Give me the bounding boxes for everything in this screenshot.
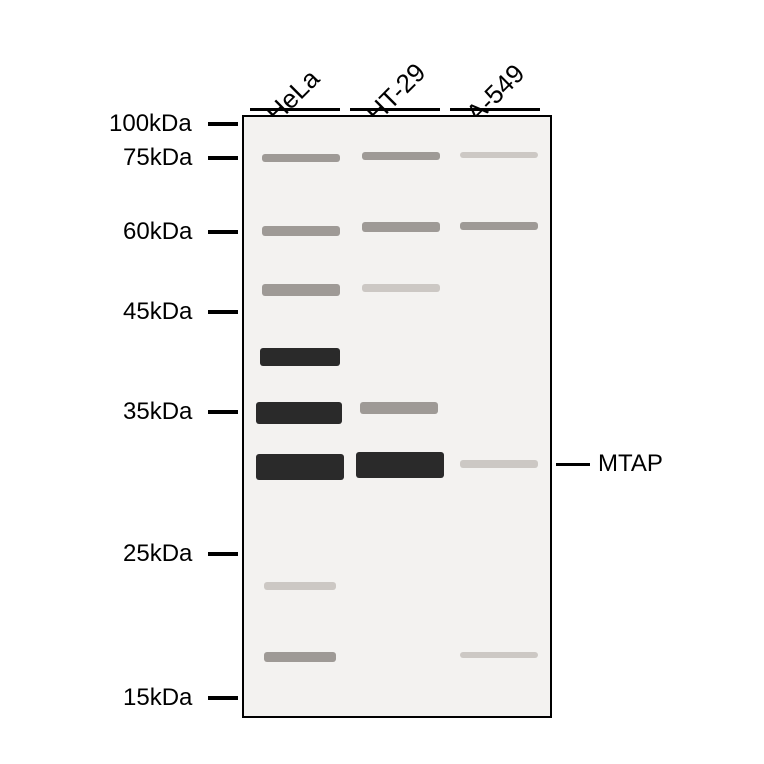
band-mtap-ht29	[356, 452, 444, 478]
mw-tick-35	[208, 410, 238, 414]
band-mtap-a549	[460, 460, 538, 468]
mw-label-25: 25kDa	[123, 540, 192, 568]
band	[460, 152, 538, 158]
blot-membrane	[242, 115, 552, 718]
band	[460, 652, 538, 658]
mw-tick-60	[208, 230, 238, 234]
band	[256, 402, 342, 424]
mw-tick-45	[208, 310, 238, 314]
target-label-mtap: MTAP	[598, 450, 663, 478]
figure-container: 100kDa 75kDa 60kDa 45kDa 35kDa 25kDa 15k…	[0, 0, 764, 764]
mw-label-75: 75kDa	[123, 144, 192, 172]
band	[264, 582, 336, 590]
mw-tick-15	[208, 696, 238, 700]
band	[460, 222, 538, 230]
lane-underline-hela	[250, 108, 340, 111]
band	[360, 402, 438, 414]
band	[362, 284, 440, 292]
mw-label-35: 35kDa	[123, 398, 192, 426]
band	[260, 348, 340, 366]
mw-label-15: 15kDa	[123, 684, 192, 712]
band	[262, 284, 340, 296]
band	[262, 226, 340, 236]
band	[362, 222, 440, 232]
band	[362, 152, 440, 160]
mw-label-45: 45kDa	[123, 298, 192, 326]
mw-tick-100	[208, 122, 238, 126]
mw-label-60: 60kDa	[123, 218, 192, 246]
band	[264, 652, 336, 662]
target-tick-mtap	[556, 463, 590, 466]
mw-label-100: 100kDa	[109, 110, 192, 138]
band	[262, 154, 340, 162]
mw-tick-75	[208, 156, 238, 160]
band-mtap-hela	[256, 454, 344, 480]
lane-underline-ht29	[350, 108, 440, 111]
lane-underline-a549	[450, 108, 540, 111]
mw-tick-25	[208, 552, 238, 556]
